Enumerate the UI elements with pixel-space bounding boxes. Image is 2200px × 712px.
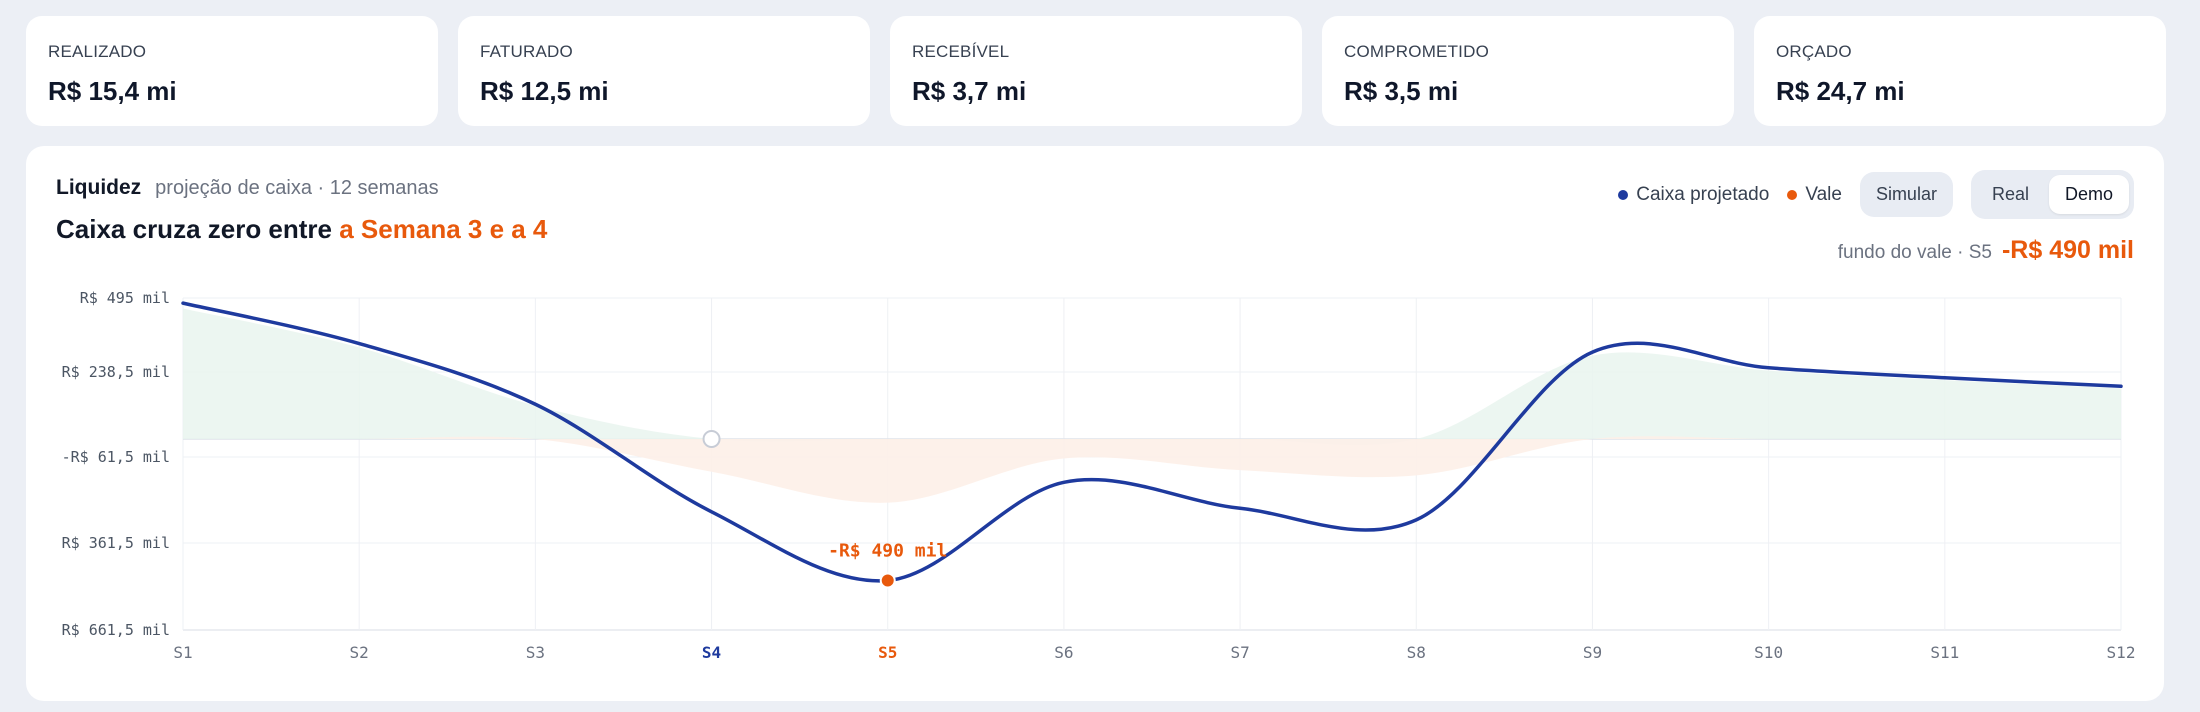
kpi-value: R$ 12,5 mi	[480, 76, 609, 106]
x-tick-label: S10	[1754, 643, 1783, 662]
y-tick-label: R$ 495 mil	[80, 289, 170, 307]
cash-projection-chart: R$ 495 mil R$ 238,5 mil -R$ 61,5 mil R$ 361…	[62, 289, 2136, 662]
kpi-label: ORÇADO	[1776, 42, 1852, 61]
legend-dot-icon	[1618, 189, 1629, 200]
legend-label: Vale	[1805, 183, 1842, 205]
valley-summary: fundo do vale · S5 -R$ 490 mil	[1838, 236, 2134, 265]
valley-area	[183, 436, 2121, 503]
zero-crossing-marker	[702, 430, 721, 448]
chart-controls: Caixa projetado Vale Simular Real Demo	[1618, 170, 2134, 219]
x-tick-label: S8	[1407, 643, 1426, 662]
chart-fills	[183, 308, 2121, 503]
y-tick-label: -R$ 61,5 mil	[62, 448, 170, 466]
kpi-card-realizado: REALIZADO R$ 15,4 mi	[26, 16, 438, 126]
kpi-card-orcado: ORÇADO R$ 24,7 mi	[1754, 16, 2166, 126]
x-tick-label: S1	[173, 643, 192, 662]
valley-label: fundo do vale · S5	[1837, 242, 1992, 263]
y-axis-ticks: R$ 495 mil R$ 238,5 mil -R$ 61,5 mil R$ 361…	[62, 289, 170, 639]
real-demo-toggle: Real Demo	[1970, 170, 2134, 219]
x-tick-label: S7	[1230, 643, 1249, 662]
y-tick-label: R$ 661,5 mil	[62, 621, 170, 639]
legend-vale: Vale	[1787, 184, 1842, 206]
kpi-value: R$ 15,4 mi	[48, 76, 177, 106]
y-tick-label: R$ 361,5 mil	[62, 534, 170, 552]
chart-grid	[182, 297, 2122, 631]
panel-header: Liquidez projeção de caixa · 12 semanas …	[56, 176, 547, 245]
panel-title: Liquidez	[56, 176, 142, 199]
chart-series	[181, 301, 2123, 583]
kpi-label: REALIZADO	[48, 42, 147, 61]
x-tick-label: S6	[1054, 643, 1073, 662]
series-line-caixa-projetado	[181, 301, 2123, 583]
x-tick-label: S3	[526, 643, 545, 662]
valley-point	[879, 572, 896, 589]
positive-area	[183, 308, 2121, 446]
x-tick-label: S12	[2107, 643, 2136, 662]
headline: Caixa cruza zero entre a Semana 3 e a 4	[56, 214, 547, 245]
valley-annotation-label: -R$ 490 mil	[828, 540, 947, 561]
x-axis-ticks: S1 S2 S3 S4 S5 S6 S7 S8 S9 S10 S11 S12	[173, 643, 2135, 662]
panel-subtitle: projeção de caixa · 12 semanas	[155, 177, 439, 199]
headline-prefix: Caixa cruza zero entre	[56, 214, 333, 244]
kpi-value: R$ 24,7 mi	[1776, 76, 1905, 106]
x-tick-label: S4	[702, 643, 721, 662]
kpi-label: FATURADO	[480, 42, 573, 61]
liquidity-panel: Liquidez projeção de caixa · 12 semanas …	[26, 146, 2164, 701]
kpi-card-faturado: FATURADO R$ 12,5 mi	[458, 16, 870, 126]
legend-caixa-projetado: Caixa projetado	[1618, 184, 1769, 206]
simulate-button[interactable]: Simular	[1859, 172, 1953, 217]
kpi-row: REALIZADO R$ 15,4 mi FATURADO R$ 12,5 mi…	[26, 16, 2166, 126]
toggle-real[interactable]: Real	[1991, 184, 2029, 204]
headline-highlight: a Semana 3 e a 4	[339, 214, 548, 244]
kpi-label: COMPROMETIDO	[1344, 42, 1490, 61]
x-tick-label: S11	[1930, 643, 1959, 662]
valley-value: -R$ 490 mil	[2001, 236, 2134, 264]
kpi-value: R$ 3,5 mi	[1344, 76, 1459, 106]
legend-label: Caixa projetado	[1636, 183, 1770, 205]
x-tick-label: S9	[1583, 643, 1602, 662]
x-tick-label: S5	[878, 643, 897, 662]
chart-markers: -R$ 490 mil	[702, 430, 947, 589]
toggle-demo[interactable]: Demo	[2048, 175, 2129, 214]
kpi-label: RECEBÍVEL	[912, 42, 1010, 61]
x-tick-label: S2	[350, 643, 369, 662]
kpi-card-recebivel: RECEBÍVEL R$ 3,7 mi	[890, 16, 1302, 126]
legend-dot-icon	[1787, 189, 1798, 200]
kpi-card-comprometido: COMPROMETIDO R$ 3,5 mi	[1322, 16, 1734, 126]
kpi-value: R$ 3,7 mi	[912, 76, 1027, 106]
y-tick-label: R$ 238,5 mil	[62, 363, 170, 381]
